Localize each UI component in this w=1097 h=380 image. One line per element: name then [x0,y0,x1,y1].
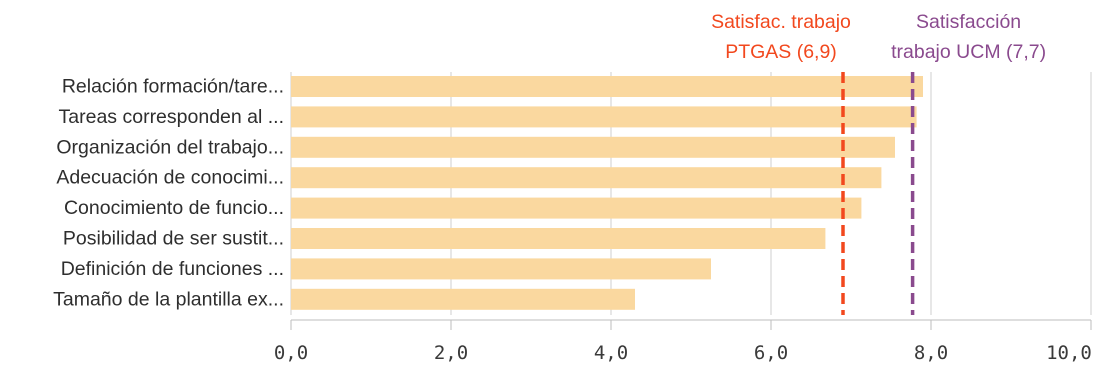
bar-6 [291,258,711,280]
category-label-7: Tamaño de la plantilla ex... [53,288,284,310]
category-label-3: Adecuación de conocimi... [56,167,284,189]
x-tick-label-5: 10,0 [1046,342,1092,364]
x-tick-label-4: 8,0 [914,342,948,364]
bar-3 [291,167,882,189]
x-tick-label-2: 4,0 [594,342,628,364]
x-tick-label-3: 6,0 [754,342,788,364]
category-labels-layer: Relación formación/tare... Tareas corresp… [53,76,284,311]
reference-label-0-line-0: Satisfac. trabajo [711,11,851,33]
x-tick-label-0: 0,0 [274,342,308,364]
bar-1 [291,106,917,128]
bar-7 [291,288,635,310]
reference-label-1-line-1: trabajo UCM (7,7) [891,41,1046,63]
reference-lines-layer: Satisfac. trabajo PTGAS (6,9) Satisfacción… [711,11,1046,315]
category-label-1: Tareas corresponden al ... [59,106,284,128]
category-label-5: Posibilidad de ser sustit... [63,228,284,250]
bar-0 [291,76,923,97]
bar-2 [291,136,895,158]
category-label-2: Organización del trabajo... [56,136,284,158]
reference-label-1-line-0: Satisfacción [916,11,1021,33]
bar-layer [291,76,923,310]
category-label-6: Definición de funciones ... [61,258,284,280]
bar-4 [291,197,862,219]
category-label-4: Conocimiento de funcio... [64,197,284,219]
bar-5 [291,228,826,249]
x-tick-label-1: 2,0 [434,342,468,364]
category-label-0: Relación formación/tare... [62,76,284,98]
reference-label-0-line-1: PTGAS (6,9) [725,41,837,63]
axis-layer: 0,0 2,0 4,0 6,0 8,0 10,0 [274,319,1092,364]
